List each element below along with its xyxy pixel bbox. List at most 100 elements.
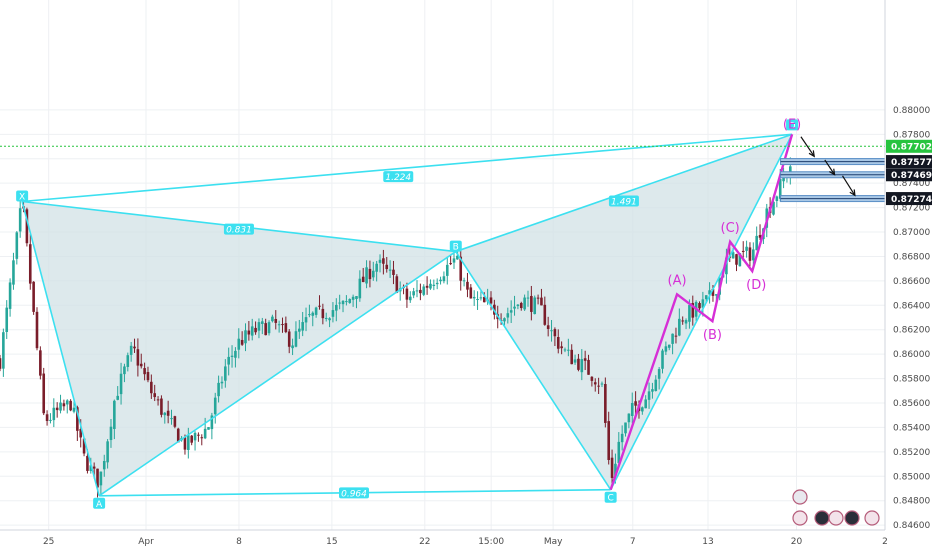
candle-body-76 — [254, 327, 257, 333]
ratio-label-bg-1 — [223, 223, 254, 235]
time-tick-10: 2 — [882, 537, 888, 547]
price-tick-5: 0.87000 — [893, 228, 930, 238]
candle-body-104 — [348, 299, 352, 303]
candle-body-195 — [654, 379, 658, 392]
price-tick-0: 0.88000 — [893, 106, 930, 116]
candle-body-70 — [234, 350, 237, 358]
candle-body-188 — [630, 403, 634, 416]
candle-body-2 — [5, 307, 9, 332]
candle-body-68 — [227, 356, 230, 365]
candle-body-73 — [244, 330, 247, 344]
price-tick-10: 0.86000 — [893, 350, 930, 360]
candle-body-113 — [378, 259, 382, 263]
ratio-label-bg-0 — [383, 171, 414, 183]
time-tick-2: 8 — [236, 537, 242, 547]
chart-toolbar[interactable] — [792, 489, 880, 526]
time-tick-0: 25 — [43, 537, 54, 547]
target-price-badge-2-label: 0.87274 — [891, 195, 932, 205]
candle-body-31 — [102, 460, 106, 470]
candle-body-122 — [408, 296, 412, 301]
candle-body-46 — [153, 393, 156, 398]
candle-body-1 — [2, 332, 5, 369]
ratio-label-bg-3 — [339, 487, 369, 499]
point-label-C: C — [608, 494, 614, 504]
ratio-label-0: 1.224 — [385, 173, 411, 183]
candle-body-142 — [476, 299, 479, 301]
leg-xa — [21, 201, 100, 497]
candle-body-181 — [607, 421, 611, 461]
candle-body-135 — [452, 258, 456, 263]
pattern-labels: X A B C D 1.224 0.831 1.491 0.964 (A) (B) (C) (D) (E) — [16, 117, 801, 510]
candle-body-21 — [69, 400, 72, 411]
price-tick-6: 0.86800 — [893, 252, 930, 262]
candle-body-137 — [459, 256, 463, 281]
candle-body-45 — [150, 381, 153, 394]
candle-body-35 — [116, 395, 120, 400]
point-label-bg-3 — [604, 491, 617, 503]
candle-body-43 — [143, 368, 146, 375]
candle-body-58 — [193, 432, 197, 441]
candle-body-125 — [419, 289, 422, 294]
ratio-label-3: 0.964 — [341, 489, 367, 499]
candle-body-132 — [442, 276, 446, 282]
candle-body-131 — [439, 279, 442, 282]
candle-body-5 — [15, 232, 19, 259]
candle-body-171 — [573, 359, 577, 363]
candle-body-201 — [674, 335, 678, 337]
candle-body-38 — [126, 355, 130, 367]
candle-body-107 — [358, 278, 362, 299]
candle-body-221 — [741, 250, 745, 253]
price-axis[interactable]: 0.880000.878000.876000.874000.872000.870… — [884, 0, 932, 531]
candle-body-93 — [311, 312, 315, 316]
target-price-badge-1-bg — [886, 168, 932, 182]
candle-body-224 — [752, 249, 755, 261]
point-label-A: A — [96, 500, 103, 510]
price-tick-4: 0.87200 — [893, 204, 930, 214]
candle-body-186 — [624, 422, 627, 434]
candle-body-51 — [170, 418, 173, 420]
candle-body-55 — [183, 437, 187, 450]
arrow-shaft-2 — [842, 175, 856, 196]
candle-body-92 — [308, 314, 311, 316]
candle-body-203 — [681, 320, 684, 322]
candle-body-156 — [523, 297, 526, 310]
time-axis[interactable]: 25 Apr 8 15 22 15:00 May 7 13 20 2 — [0, 529, 888, 547]
candle-body-101 — [338, 302, 341, 304]
wave-label-1: (B) — [703, 328, 722, 343]
candle-body-50 — [166, 410, 170, 416]
candle-body-128 — [429, 283, 432, 289]
candle-body-64 — [213, 397, 217, 415]
candle-body-11 — [35, 311, 39, 349]
candle-body-86 — [287, 331, 291, 347]
time-tick-5: 15:00 — [478, 537, 504, 547]
target-zones — [780, 136, 886, 203]
time-tick-4: 22 — [419, 537, 430, 547]
candle-body-187 — [627, 413, 631, 423]
candle-body-199 — [667, 344, 671, 348]
candle-body-39 — [129, 345, 133, 355]
candle-body-22 — [72, 407, 76, 412]
ratio-label-bg-2 — [608, 195, 639, 207]
candle-body-233 — [782, 177, 785, 182]
candle-body-79 — [264, 323, 267, 336]
time-tick-3: 15 — [326, 537, 337, 547]
candle-body-140 — [469, 287, 473, 299]
candle-body-25 — [82, 438, 86, 454]
candle-body-34 — [113, 400, 116, 429]
candle-body-194 — [651, 389, 654, 392]
candle-body-112 — [375, 263, 378, 272]
candle-body-57 — [190, 435, 193, 443]
candle-body-18 — [59, 402, 62, 411]
candle-body-8 — [25, 209, 29, 244]
wave-label-3: (D) — [746, 278, 766, 293]
wave-label-2: (C) — [721, 221, 740, 236]
arrow-shaft-1 — [824, 159, 836, 175]
candle-body-121 — [405, 288, 409, 300]
candle-body-127 — [425, 285, 429, 288]
candle-body-184 — [617, 441, 621, 464]
target-price-badge-1-label: 0.87469 — [891, 171, 932, 181]
candle-body-60 — [200, 437, 204, 439]
candle-body-143 — [479, 297, 483, 299]
target-price-badge-0-label: 0.87577 — [891, 158, 932, 168]
